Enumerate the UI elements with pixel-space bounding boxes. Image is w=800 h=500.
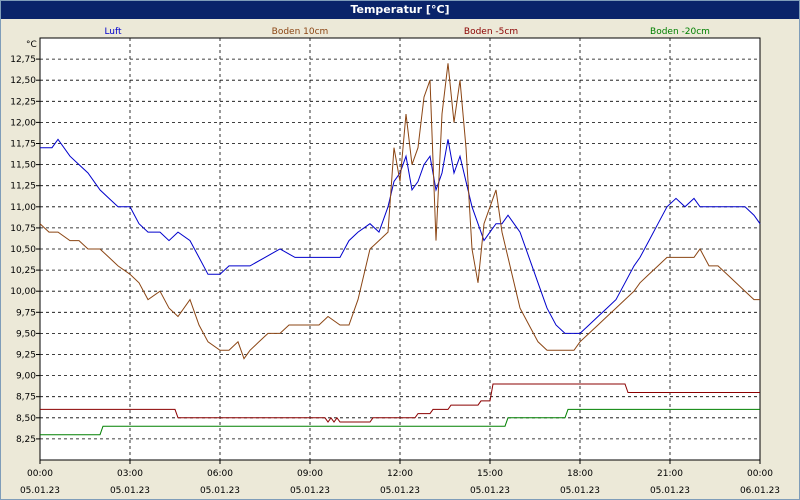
x-tick-date: 05.01.23 [20,486,60,496]
x-tick-date: 06.01.23 [740,486,780,496]
legend-entry: Boden -20cm [650,27,710,37]
x-tick-date: 05.01.23 [200,486,240,496]
y-tick-label: 12,00 [10,118,36,128]
x-tick-date: 05.01.23 [290,486,330,496]
y-tick-label: 11,00 [10,203,36,213]
y-axis-label: °C [26,40,37,50]
x-tick-time: 12:00 [387,469,413,479]
y-tick-label: 12,25 [10,97,36,107]
x-tick-date: 05.01.23 [110,486,150,496]
series-line-boden-5cm [40,383,760,423]
y-tick-label: 12,50 [10,76,36,86]
y-tick-label: 9,25 [16,351,36,361]
y-tick-label: 10,75 [10,224,36,234]
series-line-luft [40,138,761,334]
x-tick-time: 15:00 [477,469,503,479]
x-tick-time: 00:00 [27,469,53,479]
y-tick-label: 8,50 [16,414,36,424]
x-tick-time: 18:00 [567,469,593,479]
series-line-boden-20cm [40,408,760,436]
y-tick-label: 11,25 [10,182,36,192]
y-tick-label: 10,00 [10,287,36,297]
legend-entry: Luft [104,27,122,37]
y-tick-label: 12,75 [10,55,36,65]
y-tick-label: 10,25 [10,266,36,276]
x-tick-time: 03:00 [117,469,143,479]
legend-entry: Boden 10cm [272,27,329,37]
y-tick-label: 11,50 [10,161,36,171]
y-tick-label: 9,00 [16,372,36,382]
x-tick-time: 06:00 [207,469,233,479]
y-tick-label: 10,50 [10,245,36,255]
y-tick-label: 8,25 [16,435,36,445]
x-tick-date: 05.01.23 [560,486,600,496]
x-tick-date: 05.01.23 [650,486,690,496]
x-tick-time: 09:00 [297,469,323,479]
legend-entry: Boden -5cm [464,27,518,37]
x-tick-time: 21:00 [657,469,683,479]
x-tick-date: 05.01.23 [380,486,420,496]
y-tick-label: 9,50 [16,329,36,339]
y-tick-label: 8,75 [16,393,36,403]
y-tick-label: 11,75 [10,140,36,150]
series-line-boden-10cm [39,63,760,360]
window-title: Temperatur [°C] [1,1,799,19]
x-tick-date: 05.01.23 [470,486,510,496]
y-tick-label: 9,75 [16,308,36,318]
x-tick-time: 00:00 [747,469,773,479]
